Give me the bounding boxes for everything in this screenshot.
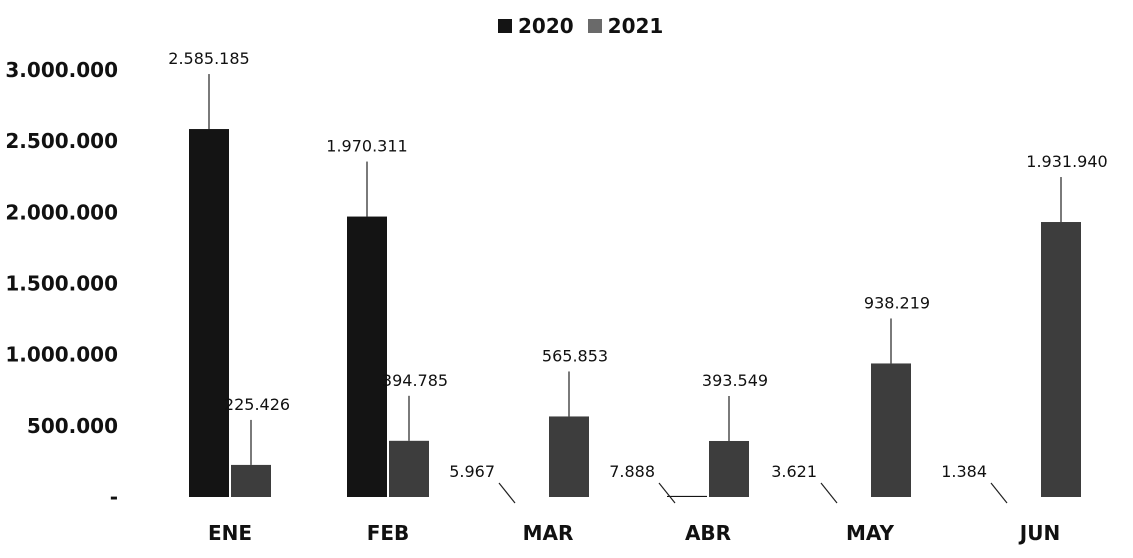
bar-2021-jun bbox=[1041, 222, 1081, 497]
data-label: 1.384 bbox=[941, 462, 987, 481]
bar-2021-may bbox=[871, 363, 911, 497]
x-axis: ENE FEB MAR ABR MAY JUN bbox=[208, 521, 1060, 545]
data-label-leader bbox=[990, 482, 1008, 504]
y-tick-label: 3.000.000 bbox=[5, 58, 118, 82]
data-label-leader bbox=[498, 482, 516, 504]
y-tick-label: 1.000.000 bbox=[5, 343, 118, 367]
bars bbox=[189, 129, 1081, 498]
bar-2021-abr bbox=[709, 440, 749, 497]
data-label: 225.426 bbox=[224, 395, 290, 414]
x-tick-label: JUN bbox=[1018, 521, 1060, 545]
legend-swatch-2020 bbox=[498, 19, 512, 33]
y-tick-label: - bbox=[110, 485, 118, 509]
data-label: 394.785 bbox=[382, 371, 448, 390]
chart-legend: 2020 2021 bbox=[498, 14, 663, 38]
data-label: 393.549 bbox=[702, 371, 768, 390]
data-label: 1.931.940 bbox=[1026, 152, 1107, 171]
bar-2020-abr bbox=[667, 495, 707, 497]
data-label-leader bbox=[658, 482, 676, 504]
x-tick-label: ABR bbox=[685, 521, 731, 545]
data-label-leader bbox=[820, 482, 838, 504]
data-label: 565.853 bbox=[542, 346, 608, 365]
x-tick-label: FEB bbox=[367, 521, 410, 545]
y-axis: - 500.000 1.000.000 1.500.000 2.000.000 2.500… bbox=[5, 58, 118, 509]
data-label: 2.585.185 bbox=[168, 49, 249, 68]
x-tick-label: ENE bbox=[208, 521, 252, 545]
y-tick-label: 2.500.000 bbox=[5, 129, 118, 153]
bar-2020-feb bbox=[347, 216, 387, 497]
x-tick-label: MAR bbox=[523, 521, 574, 545]
y-tick-label: 1.500.000 bbox=[5, 272, 118, 296]
y-tick-label: 500.000 bbox=[27, 414, 118, 438]
bar-2021-ene bbox=[231, 464, 271, 497]
data-label: 938.219 bbox=[864, 293, 930, 312]
data-label: 7.888 bbox=[609, 462, 655, 481]
bar-2020-ene bbox=[189, 129, 229, 498]
legend-item-2021: 2021 bbox=[587, 14, 664, 38]
data-label: 5.967 bbox=[449, 462, 495, 481]
y-tick-label: 2.000.000 bbox=[5, 200, 118, 224]
legend-swatch-2021 bbox=[587, 19, 602, 33]
legend-label-2021: 2021 bbox=[607, 14, 664, 38]
bar-2021-mar bbox=[549, 416, 589, 497]
legend-item-2020: 2020 bbox=[498, 14, 574, 38]
data-label: 1.970.311 bbox=[326, 137, 407, 156]
data-label: 3.621 bbox=[771, 462, 817, 481]
data-labels: 2.585.185 1.970.311 5.967 7.888 3.621 1.384 22… bbox=[168, 49, 1108, 504]
x-tick-label: MAY bbox=[846, 521, 894, 545]
legend-label-2020: 2020 bbox=[518, 14, 574, 38]
bar-2021-feb bbox=[389, 440, 429, 497]
